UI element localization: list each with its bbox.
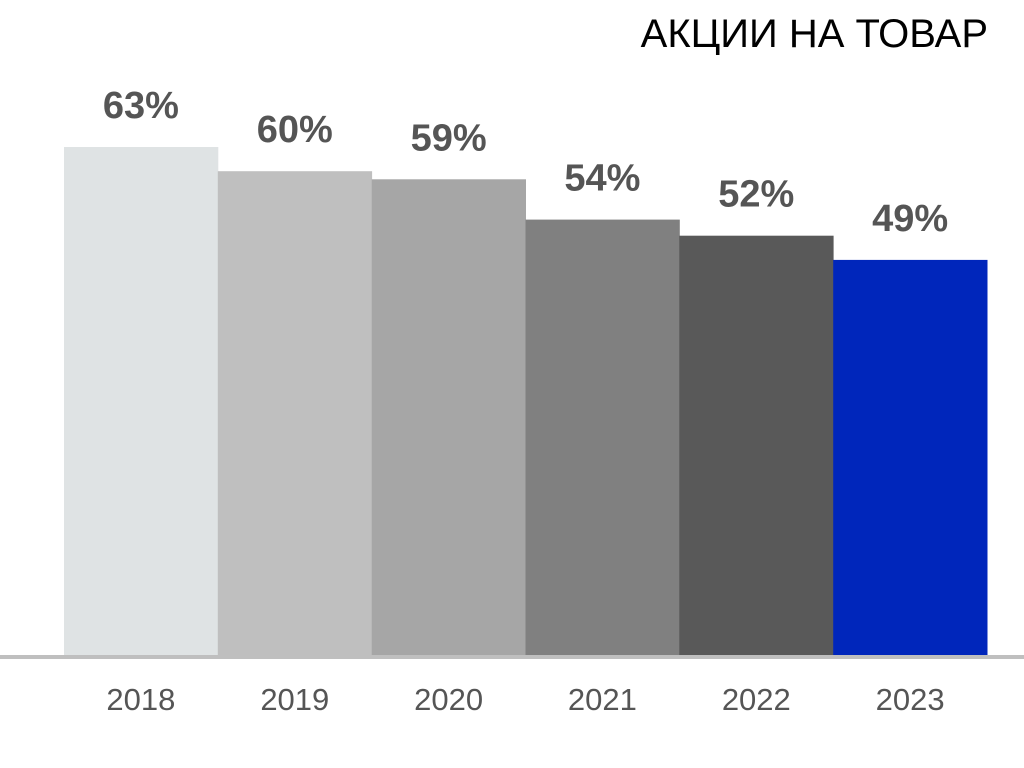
value-label-2022: 52% xyxy=(718,174,794,216)
value-labels-group: 63% 60% 59% 54% 52% 49% xyxy=(103,85,948,240)
chart-title: АКЦИИ НА ТОВАР xyxy=(640,12,988,56)
x-tick-label-2020: 2020 xyxy=(414,682,483,717)
value-label-2018: 63% xyxy=(103,85,179,127)
bar-2023 xyxy=(833,259,988,655)
bar-2022 xyxy=(679,235,834,655)
x-tick-label-2019: 2019 xyxy=(260,682,329,717)
x-tick-label-2018: 2018 xyxy=(106,682,175,717)
bar-2021 xyxy=(525,219,680,655)
value-label-2019: 60% xyxy=(257,109,333,151)
bars-group xyxy=(64,147,988,656)
value-label-2023: 49% xyxy=(872,198,948,240)
value-label-2021: 54% xyxy=(564,158,640,200)
x-tick-labels-group: 2018 2019 2020 2021 2022 2023 xyxy=(106,682,944,717)
bar-2019 xyxy=(217,171,373,655)
bar-2018 xyxy=(64,147,219,655)
x-tick-label-2023: 2023 xyxy=(876,682,945,717)
value-label-2020: 59% xyxy=(411,117,487,159)
x-tick-label-2022: 2022 xyxy=(722,682,791,717)
bar-2020 xyxy=(371,179,526,656)
x-tick-label-2021: 2021 xyxy=(568,682,637,717)
